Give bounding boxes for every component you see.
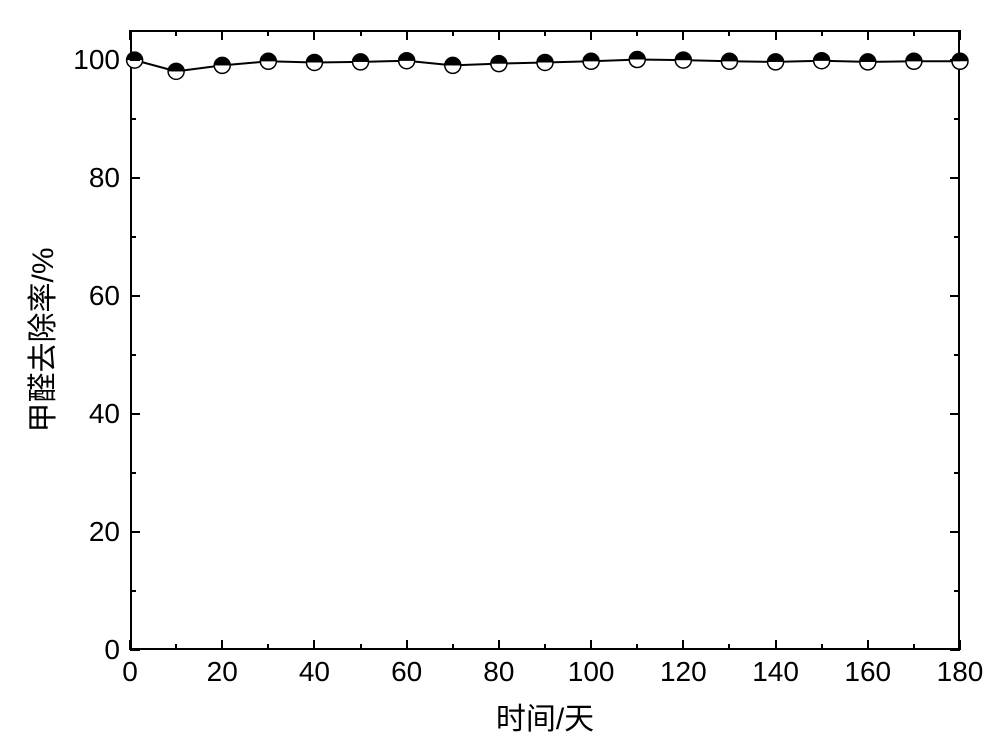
tick-major: [498, 30, 500, 40]
data-marker: [860, 54, 876, 70]
x-tick-label: 180: [937, 656, 984, 688]
tick-minor: [360, 644, 362, 650]
tick-minor: [954, 236, 960, 238]
tick-minor: [130, 590, 136, 592]
tick-major: [313, 640, 315, 650]
data-marker: [537, 54, 553, 70]
tick-minor: [175, 30, 177, 36]
tick-minor: [452, 30, 454, 36]
data-marker: [814, 53, 830, 69]
x-tick-label: 80: [483, 656, 514, 688]
tick-minor: [452, 644, 454, 650]
tick-minor: [636, 644, 638, 650]
tick-minor: [728, 644, 730, 650]
tick-major: [950, 413, 960, 415]
tick-minor: [954, 118, 960, 120]
x-tick-label: 100: [568, 656, 615, 688]
data-marker: [306, 54, 322, 70]
tick-major: [950, 295, 960, 297]
data-marker: [675, 52, 691, 68]
data-marker: [353, 54, 369, 70]
data-marker: [721, 53, 737, 69]
y-tick-label: 100: [70, 44, 120, 76]
tick-major: [221, 30, 223, 40]
tick-minor: [913, 30, 915, 36]
tick-major: [950, 177, 960, 179]
data-marker: [168, 63, 184, 79]
y-tick-label: 0: [70, 634, 120, 666]
y-tick-label: 20: [70, 516, 120, 548]
data-marker: [445, 57, 461, 73]
tick-major: [130, 295, 140, 297]
tick-minor: [913, 644, 915, 650]
tick-minor: [175, 644, 177, 650]
data-marker: [952, 53, 968, 69]
tick-major: [959, 30, 961, 40]
tick-major: [590, 640, 592, 650]
data-marker: [906, 53, 922, 69]
tick-major: [682, 640, 684, 650]
tick-major: [129, 30, 131, 40]
tick-major: [867, 30, 869, 40]
tick-major: [130, 531, 140, 533]
x-tick-label: 40: [299, 656, 330, 688]
tick-minor: [821, 30, 823, 36]
tick-minor: [130, 354, 136, 356]
x-tick-label: 120: [660, 656, 707, 688]
tick-minor: [728, 30, 730, 36]
tick-minor: [544, 30, 546, 36]
tick-minor: [821, 644, 823, 650]
tick-major: [498, 640, 500, 650]
tick-minor: [267, 30, 269, 36]
tick-minor: [954, 472, 960, 474]
tick-major: [406, 30, 408, 40]
tick-major: [775, 640, 777, 650]
tick-major: [950, 531, 960, 533]
tick-minor: [130, 118, 136, 120]
tick-major: [590, 30, 592, 40]
x-tick-label: 0: [122, 656, 138, 688]
chart-container: 0 20 40 60 80 100 120 140 160 180 0 20 40 60 80 100 时间/…: [0, 0, 1000, 746]
data-marker: [629, 52, 645, 68]
tick-minor: [954, 590, 960, 592]
tick-major: [406, 640, 408, 650]
data-marker: [260, 53, 276, 69]
tick-major: [867, 640, 869, 650]
tick-minor: [636, 30, 638, 36]
data-marker: [491, 56, 507, 72]
tick-minor: [954, 354, 960, 356]
tick-major: [130, 177, 140, 179]
tick-minor: [130, 472, 136, 474]
tick-minor: [544, 644, 546, 650]
data-marker: [399, 53, 415, 69]
x-tick-label: 160: [844, 656, 891, 688]
tick-major: [775, 30, 777, 40]
tick-major: [221, 640, 223, 650]
data-marker: [768, 54, 784, 70]
plot-svg: [0, 0, 1000, 746]
y-tick-label: 40: [70, 398, 120, 430]
x-tick-label: 20: [207, 656, 238, 688]
tick-major: [130, 649, 140, 651]
data-marker: [583, 53, 599, 69]
tick-major: [130, 413, 140, 415]
tick-major: [313, 30, 315, 40]
tick-major: [682, 30, 684, 40]
tick-minor: [130, 236, 136, 238]
tick-minor: [360, 30, 362, 36]
y-tick-label: 60: [70, 280, 120, 312]
data-marker: [214, 57, 230, 73]
tick-major: [950, 59, 960, 61]
y-tick-label: 80: [70, 162, 120, 194]
tick-minor: [267, 644, 269, 650]
y-axis-label: 甲醛去除率/%: [18, 247, 62, 432]
x-tick-label: 140: [752, 656, 799, 688]
x-axis-label: 时间/天: [496, 694, 594, 738]
tick-major: [130, 59, 140, 61]
x-tick-label: 60: [391, 656, 422, 688]
tick-major: [950, 649, 960, 651]
